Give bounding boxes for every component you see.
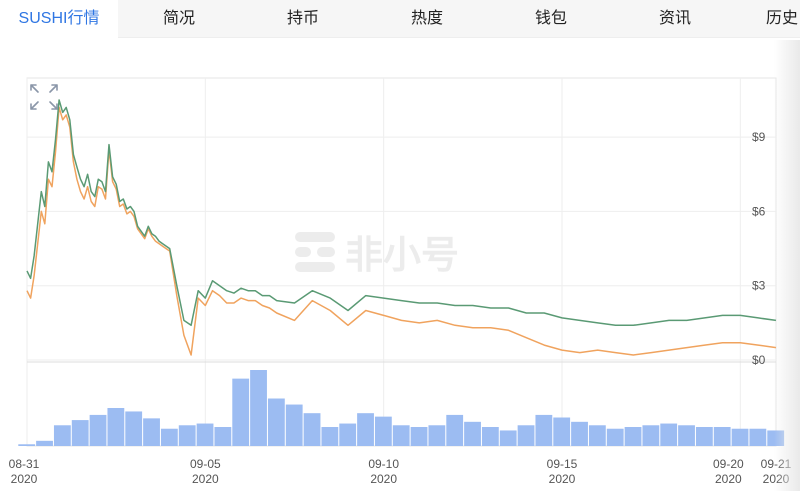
volume-bar [267,398,285,446]
x-tick-date: 09-21 [761,457,792,471]
y-tick-label: $3 [752,279,766,293]
expand-arrows-icon[interactable] [28,82,60,112]
y-tick-label: $0 [752,353,766,367]
volume-bar [660,423,678,446]
volume-bar [624,427,642,446]
volume-bar [571,421,588,446]
x-tick-date: 09-05 [190,457,221,471]
volume-bar [553,417,571,446]
watermark: 非小号 [295,232,459,277]
volume-bar [107,408,125,446]
y-tick-label: $9 [752,130,766,144]
volume-bar [767,430,785,446]
x-tick-year: 2020 [549,472,576,486]
price-line-usd [26,99,777,327]
volume-bar [71,420,89,446]
volume-bar [464,421,481,446]
volume-bar [143,418,160,446]
volume-bar [481,427,499,446]
x-tick-date: 09-20 [713,457,744,471]
volume-bar [410,427,428,446]
volume-bar [428,425,446,446]
volume-bar [232,378,250,446]
volume-bar [535,414,553,446]
x-tick-year: 2020 [370,472,397,486]
volume-bar [606,428,624,446]
price-volume-chart[interactable]: 非小号 $0$3$6$9 08-31202009-05202009-102020… [0,38,800,491]
volume-bar [214,427,232,446]
tab-sushi-market[interactable]: SUSHI行情 [0,0,118,38]
x-tick-year: 2020 [11,472,38,486]
volume-bar [160,428,178,446]
tab-history[interactable]: 历史 [766,10,799,27]
y-tick-label: $6 [752,204,766,218]
x-tick-date: 09-15 [547,457,578,471]
tab-popularity[interactable]: 热度 [411,10,444,27]
tab-bar: SUSHI行情 简况 持币 热度 钱包 资讯 历史 [0,0,800,38]
volume-bar [285,404,303,446]
volume-bar [695,427,713,446]
volume-bar [89,414,107,446]
x-tick-year: 2020 [763,472,790,486]
volume-bar [731,428,749,446]
volume-bar [713,427,731,446]
volume-bar [374,416,392,446]
tab-overview[interactable]: 简况 [163,10,196,27]
volume-bar [321,427,339,446]
volume-bar [357,413,374,446]
x-tick-year: 2020 [192,472,219,486]
volume-bar [250,370,267,446]
volume-bar [53,425,71,446]
volume-bar [196,423,214,446]
watermark-text: 非小号 [345,233,459,277]
volume-bar [499,430,517,446]
tab-news[interactable]: 资讯 [659,10,692,27]
volume-bar [178,425,196,446]
price-line-alt [26,106,777,356]
x-tick-year: 2020 [715,472,742,486]
price-chart-panel: 非小号 $0 $3 $6 $9 08-31 2020 09-05 2020 09-10 2020… [0,38,800,491]
x-tick-date: 09-10 [368,457,399,471]
volume-bar [339,423,357,446]
volume-bar [749,428,767,446]
tab-holdings[interactable]: 持币 [287,10,320,27]
volume-bar [642,425,660,446]
volume-bar [125,411,143,446]
tab-wallets[interactable]: 钱包 [535,10,568,27]
volume-bar [517,425,535,446]
volume-bar [36,440,53,446]
x-tick-date: 08-31 [9,457,40,471]
volume-bar [678,425,695,446]
volume-bar [446,414,464,446]
volume-bar [18,444,36,446]
volume-bar [303,413,321,446]
feixiaohao-logo-icon [295,232,335,272]
volume-bar [588,425,606,446]
volume-bar [392,425,410,446]
